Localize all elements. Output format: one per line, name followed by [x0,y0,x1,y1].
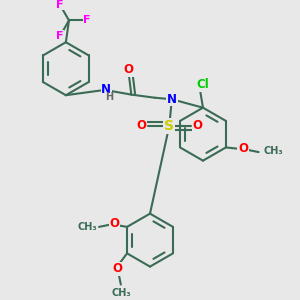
Text: O: O [192,119,203,132]
Text: CH₃: CH₃ [263,146,283,156]
Text: Cl: Cl [196,78,209,91]
Text: O: O [136,119,146,132]
Text: N: N [101,83,111,96]
Text: F: F [56,0,64,10]
Text: O: O [124,63,134,76]
Text: O: O [238,142,248,155]
Text: O: O [110,217,120,230]
Text: F: F [56,31,64,41]
Text: H: H [105,92,114,102]
Text: CH₃: CH₃ [78,222,98,232]
Text: S: S [164,119,174,133]
Text: F: F [83,15,91,26]
Text: CH₃: CH₃ [111,288,130,298]
Text: O: O [113,262,123,275]
Text: N: N [167,93,177,106]
